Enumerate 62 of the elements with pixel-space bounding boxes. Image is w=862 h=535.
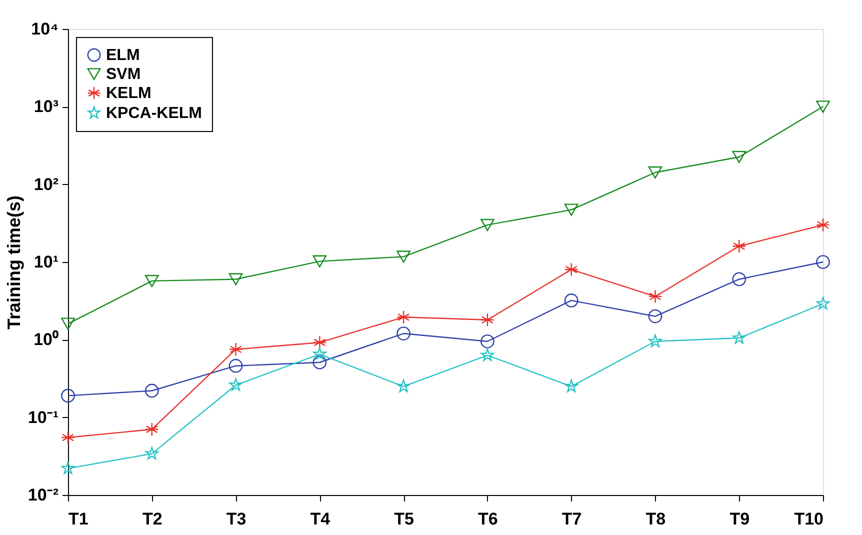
point [312, 336, 327, 350]
x-tick-label: T1 [68, 510, 88, 528]
point [564, 262, 578, 276]
point [396, 326, 410, 340]
point [312, 355, 327, 370]
y-axis-title: Training time(s) [4, 195, 24, 330]
legend-label: SVM [106, 66, 141, 83]
legend-label: ELM [106, 47, 140, 64]
point [648, 309, 662, 324]
x-tick-label: T2 [142, 510, 162, 528]
point [228, 358, 243, 373]
point [61, 318, 75, 330]
x-tick-label: T9 [730, 510, 750, 528]
point [732, 272, 746, 286]
y-tick-label: 10² [34, 174, 59, 194]
point [396, 380, 410, 392]
point [732, 331, 746, 344]
point [816, 218, 830, 232]
point [144, 422, 159, 436]
x-tick-label: T10 [794, 510, 824, 528]
point [732, 239, 746, 254]
point [144, 274, 159, 288]
point [396, 310, 410, 324]
point [61, 461, 75, 474]
point [648, 166, 662, 179]
x-tick-label: T8 [646, 510, 666, 528]
y-tick-label: 10⁻¹ [28, 408, 59, 427]
legend-label: KELM [106, 85, 152, 102]
point [648, 334, 662, 348]
point [61, 430, 75, 444]
point [816, 255, 830, 269]
x-tick-label: T5 [394, 510, 414, 528]
y-tick-label: 10¹ [34, 252, 59, 272]
point [480, 218, 494, 232]
point [480, 334, 494, 348]
x-tick-label: T7 [562, 510, 582, 528]
x-tick-label: T3 [226, 510, 246, 528]
y-tick-label: 10⁻² [28, 486, 59, 504]
x-tick-label: T6 [478, 510, 498, 528]
point [396, 250, 410, 263]
point [564, 204, 578, 216]
x-tick-label: T4 [310, 510, 331, 528]
point [228, 273, 243, 286]
y-tick-label: 10⁰ [34, 330, 58, 350]
point [480, 348, 494, 361]
point [564, 380, 578, 392]
point [648, 290, 662, 304]
point [61, 388, 75, 403]
point [816, 296, 830, 310]
point [732, 150, 746, 164]
y-tick-label: 10³ [34, 97, 59, 116]
point [312, 255, 327, 268]
point [564, 294, 578, 308]
y-tick-label: 10⁴ [31, 20, 58, 38]
point [144, 384, 159, 398]
point [229, 378, 242, 391]
point [145, 446, 159, 460]
point [480, 312, 494, 327]
point [313, 347, 326, 360]
point [816, 100, 830, 113]
legend-label: KPCA-KELM [106, 105, 202, 122]
point [228, 342, 243, 356]
